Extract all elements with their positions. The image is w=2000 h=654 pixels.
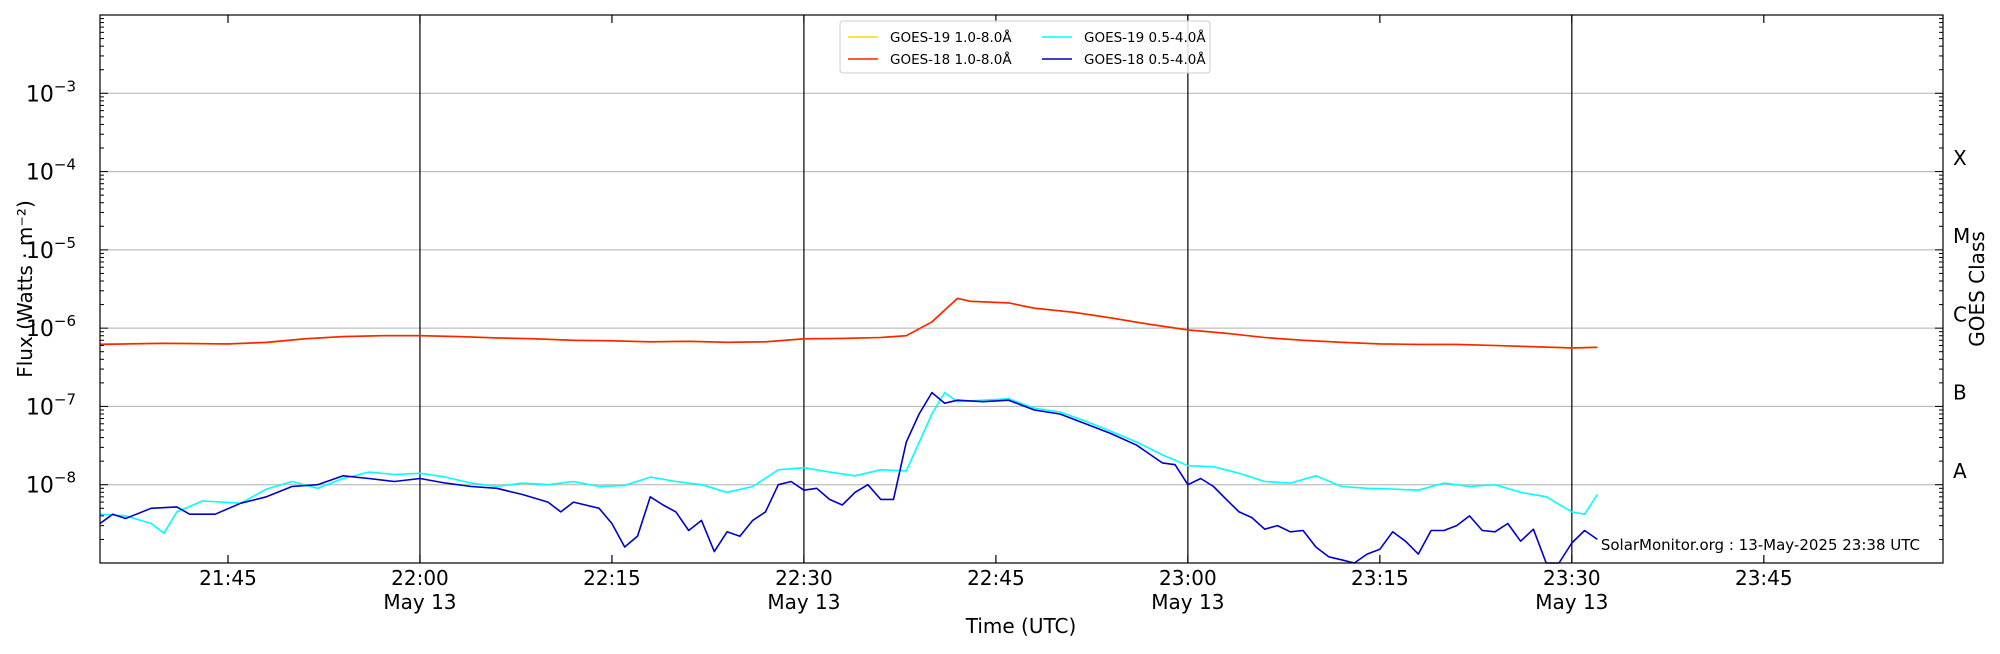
x-tick-label: 23:45 bbox=[1735, 566, 1793, 590]
y-tick-exponent: −5 bbox=[54, 234, 76, 252]
x-tick-label: 23:00 bbox=[1159, 566, 1217, 590]
legend-label: GOES-19 0.5-4.0Å bbox=[1084, 29, 1206, 46]
y-tick-label: 10−6 bbox=[26, 312, 76, 342]
y-tick-label: 10−4 bbox=[26, 156, 76, 186]
y-tick-exponent: −8 bbox=[54, 469, 76, 487]
y-tick-base: 10 bbox=[26, 82, 54, 107]
legend-label: GOES-18 0.5-4.0Å bbox=[1084, 51, 1206, 68]
y-tick-label: 10−5 bbox=[26, 234, 76, 264]
goes-class-label: M bbox=[1953, 224, 1970, 248]
y-tick-base: 10 bbox=[26, 395, 54, 420]
goes-class-label: B bbox=[1953, 381, 1967, 405]
legend-box bbox=[839, 20, 1211, 74]
legend: GOES-19 1.0-8.0Å GOES-19 0.5-4.0Å GOES-18 … bbox=[839, 20, 1211, 74]
y-axis-label: Flux (Watts · m⁻²) bbox=[13, 200, 37, 378]
y-tick-exponent: −4 bbox=[54, 156, 76, 174]
y-tick-base: 10 bbox=[26, 474, 54, 499]
vertical-lines bbox=[419, 15, 1573, 563]
x-tick-label: 22:45 bbox=[967, 566, 1025, 590]
x-tick-label: 22:00 bbox=[391, 566, 449, 590]
credit-text: SolarMonitor.org : 13-May-2025 23:38 UTC bbox=[1601, 536, 1920, 554]
x-tick-label: 23:30 bbox=[1543, 566, 1601, 590]
x-axis-label: Time (UTC) bbox=[965, 614, 1077, 638]
grid-layer bbox=[100, 92, 1943, 486]
y-tick-label: 10−3 bbox=[26, 77, 76, 107]
y-tick-base: 10 bbox=[26, 317, 54, 342]
series-line bbox=[99, 391, 1599, 534]
y-tick-label: 10−8 bbox=[26, 469, 76, 499]
goes-class-label: X bbox=[1953, 146, 1967, 170]
goes-class-label: A bbox=[1953, 459, 1967, 483]
plot-frame bbox=[99, 14, 1944, 564]
goes-class-labels: A B C M X bbox=[1953, 146, 1970, 483]
x-tick-label: 23:15 bbox=[1351, 566, 1409, 590]
y-tick-exponent: −6 bbox=[54, 312, 76, 330]
y-tick-exponent: −3 bbox=[54, 77, 76, 95]
series-line bbox=[99, 297, 1598, 349]
y-tick-base: 10 bbox=[26, 239, 54, 264]
goes-class-label: C bbox=[1953, 302, 1967, 326]
y2-axis-label: GOES Class bbox=[1965, 231, 1989, 347]
legend-label: GOES-19 1.0-8.0Å bbox=[890, 29, 1012, 46]
plot-background bbox=[100, 15, 1943, 563]
series-layer bbox=[99, 297, 1599, 564]
y-tick-label: 10−7 bbox=[26, 390, 76, 420]
y-tick-base: 10 bbox=[26, 161, 54, 186]
series-line bbox=[99, 391, 1598, 564]
x-tick-label: 22:30 bbox=[775, 566, 833, 590]
x-tick-date-label: May 13 bbox=[1535, 590, 1608, 614]
x-tick-date-label: May 13 bbox=[767, 590, 840, 614]
x-tick-label: 22:15 bbox=[583, 566, 641, 590]
x-tick-date-label: May 13 bbox=[1151, 590, 1224, 614]
y-tick-exponent: −7 bbox=[54, 390, 76, 408]
y-axis-ticks: 10−810−710−610−510−410−3 bbox=[26, 18, 1943, 564]
x-tick-label: 21:45 bbox=[199, 566, 257, 590]
legend-label: GOES-18 1.0-8.0Å bbox=[890, 51, 1012, 68]
x-tick-date-label: May 13 bbox=[383, 590, 456, 614]
